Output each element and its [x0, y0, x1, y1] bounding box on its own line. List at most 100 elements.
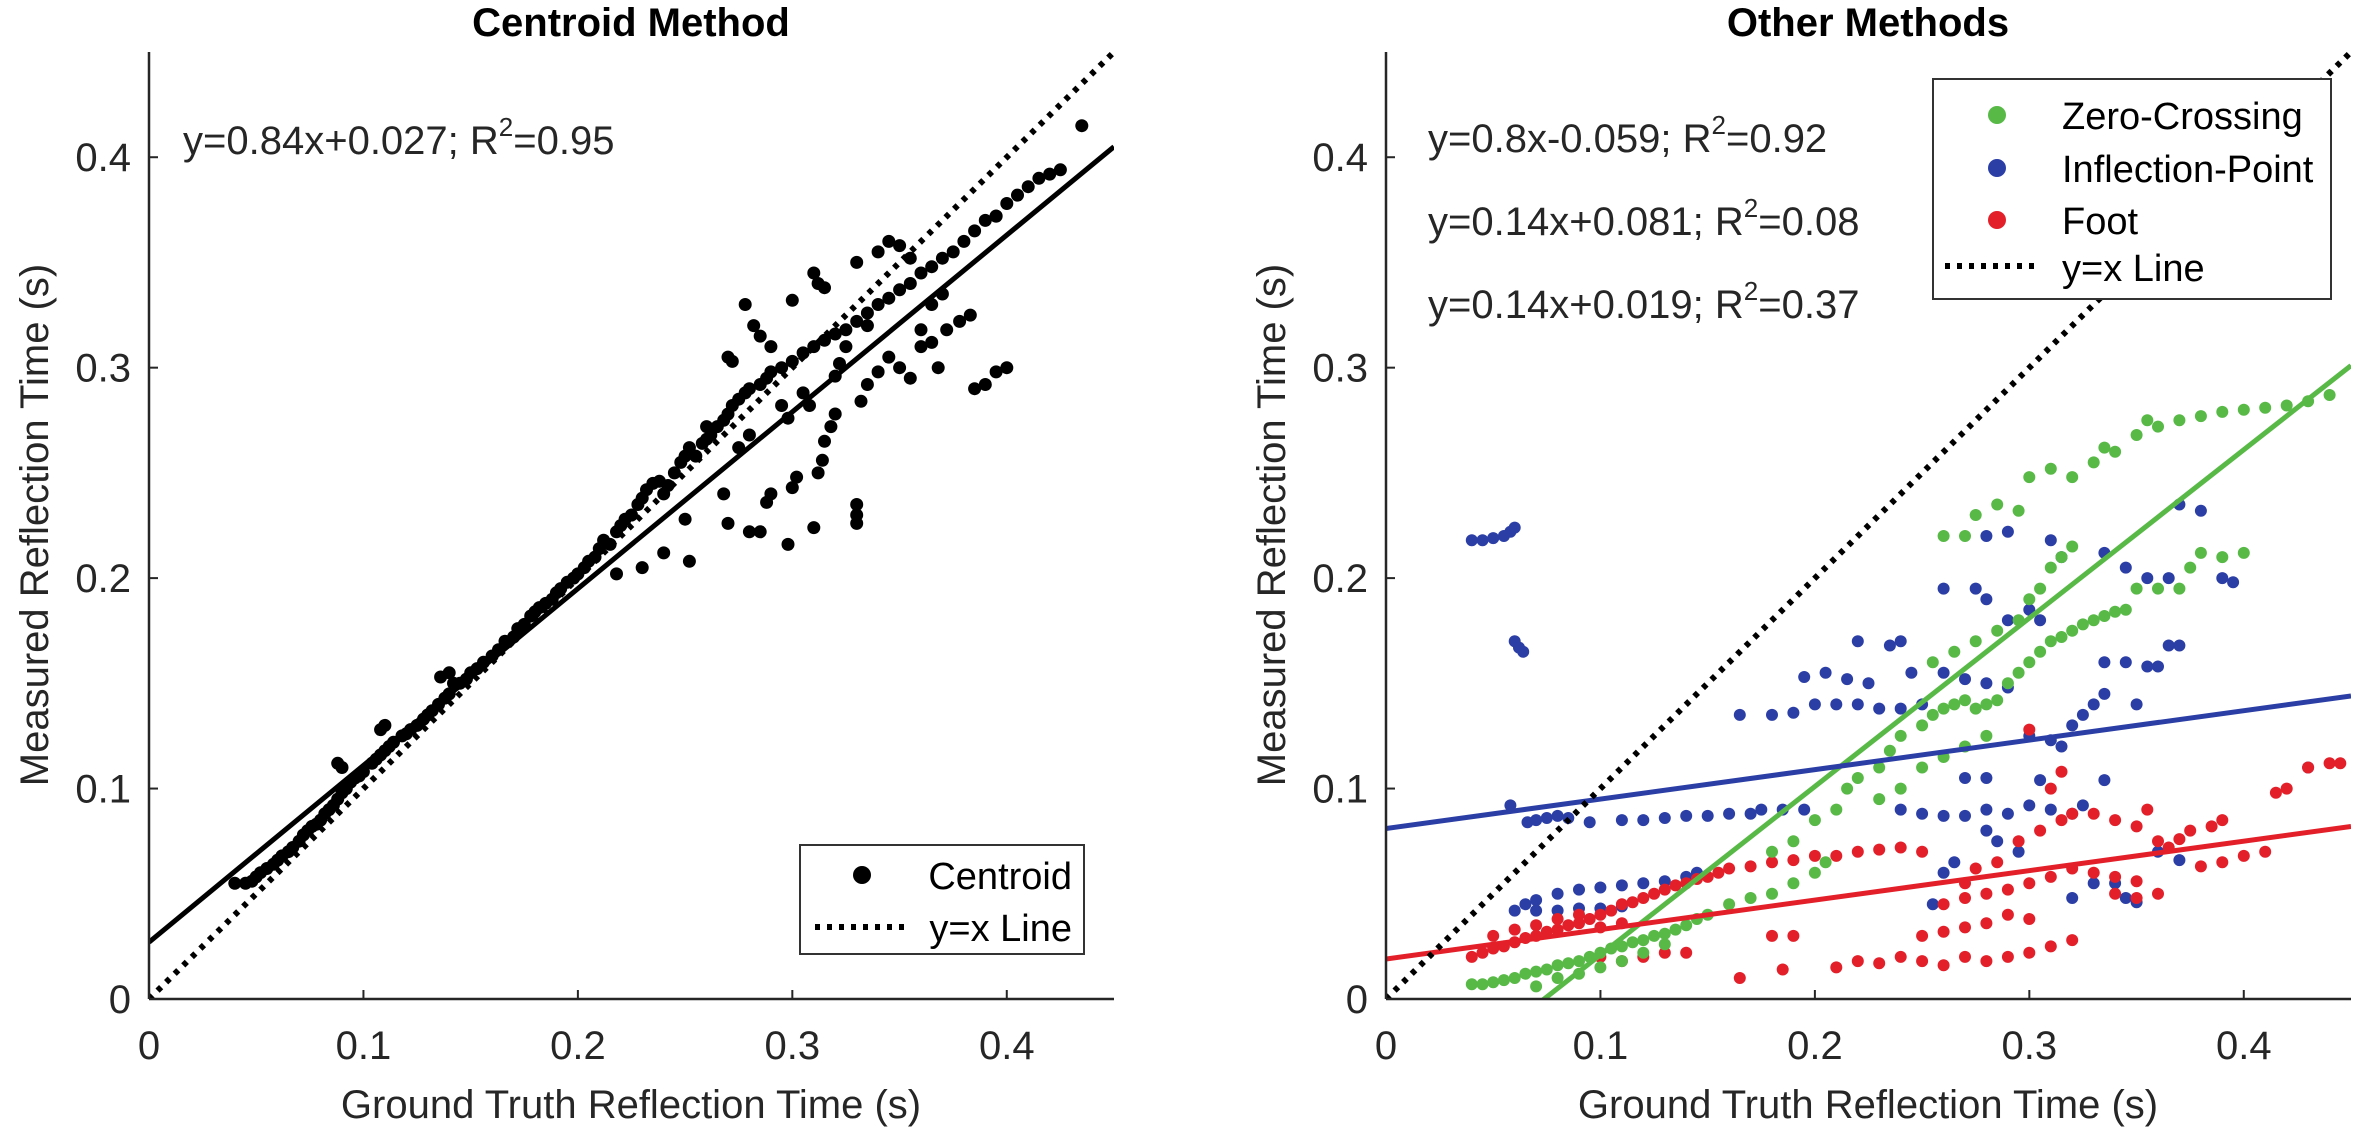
data-point — [2066, 471, 2079, 484]
data-point — [903, 371, 917, 385]
data-point — [1959, 673, 1971, 686]
data-point — [1583, 913, 1596, 925]
fit-equation-tail: =0.08 — [1758, 200, 1859, 244]
legend-label-yx-line: y=x Line — [929, 908, 1072, 950]
data-point — [1937, 582, 1950, 595]
data-point — [1980, 887, 1993, 900]
y-tick-label: 0 — [1346, 978, 1368, 1022]
data-point — [1980, 698, 1993, 711]
x-tick-label: 0.4 — [979, 1024, 1035, 1068]
data-point — [1476, 946, 1489, 959]
data-point — [1497, 974, 1510, 987]
x-tick-label: 0.2 — [550, 1024, 606, 1068]
data-point — [978, 378, 992, 391]
data-point — [2237, 546, 2250, 559]
data-point — [1476, 978, 1489, 991]
data-point — [2141, 414, 2154, 427]
data-point — [931, 361, 945, 375]
data-point — [850, 508, 864, 522]
data-point — [1615, 814, 1628, 827]
fit-line-foot-fit — [1386, 823, 2351, 962]
data-point — [1626, 936, 1639, 949]
data-point — [1841, 673, 1854, 686]
data-point — [1053, 163, 1067, 177]
data-point — [785, 481, 799, 495]
data-point — [1926, 708, 1939, 721]
data-point — [2216, 814, 2229, 827]
legend-label-foot: Foot — [2062, 201, 2138, 243]
y-tick-label: 0 — [109, 978, 131, 1022]
data-point — [2173, 582, 2186, 595]
data-point — [2130, 820, 2143, 833]
data-point — [625, 508, 638, 522]
data-point — [1637, 946, 1650, 959]
data-point — [1021, 180, 1035, 194]
data-point — [903, 277, 917, 290]
data-point — [1540, 963, 1553, 976]
fit-equation-text: y=0.84x+0.027; R — [183, 119, 499, 163]
data-point — [1980, 677, 1993, 690]
data-point — [2023, 946, 2036, 959]
data-point — [968, 224, 982, 238]
data-point — [1969, 862, 1982, 875]
data-point — [989, 365, 1003, 379]
data-point — [882, 291, 896, 305]
data-point — [957, 234, 971, 248]
data-point — [1594, 961, 1607, 974]
data-point — [1798, 671, 1811, 683]
data-point — [442, 666, 456, 680]
data-point — [2205, 820, 2218, 833]
data-point — [1894, 702, 1907, 715]
data-point — [2087, 456, 2100, 469]
fit-equation-text: y=0.14x+0.019; R — [1428, 283, 1744, 327]
data-point — [1980, 729, 1993, 742]
x-tick-label: 0 — [138, 1024, 160, 1068]
data-point — [1959, 530, 1971, 542]
data-point — [2119, 603, 2132, 616]
axes: 0 0.1 0.2 0.3 0.4 0 0.1 0.2 0.3 0.4 — [75, 52, 1114, 1068]
data-point — [2076, 799, 2089, 812]
data-point — [1000, 361, 1014, 375]
data-point — [1551, 913, 1564, 925]
data-point — [678, 512, 692, 526]
data-point — [1043, 167, 1057, 181]
data-point — [764, 340, 778, 354]
data-point — [2044, 782, 2057, 795]
data-point — [2034, 582, 2047, 595]
axes: 0 0.1 0.2 0.3 0.4 0 0.1 0.2 0.3 0.4 — [1312, 52, 2351, 1068]
data-point — [2001, 614, 2014, 627]
data-point — [2012, 666, 2025, 679]
x-axis-label: Ground Truth Reflection Time (s) — [1578, 1083, 2158, 1127]
data-point — [1937, 530, 1950, 542]
data-point — [2044, 940, 2057, 953]
y-tick-label: 0.1 — [1312, 768, 1368, 812]
data-point — [1562, 957, 1575, 970]
data-point — [1873, 843, 1886, 856]
data-point — [2066, 807, 2079, 820]
x-axis-label: Ground Truth Reflection Time (s) — [341, 1083, 921, 1127]
data-point — [2034, 824, 2047, 837]
data-point — [968, 382, 982, 396]
data-point — [1883, 639, 1896, 652]
data-point — [1701, 809, 1714, 822]
data-point — [1551, 809, 1564, 822]
data-point — [1530, 814, 1543, 827]
data-point — [1605, 904, 1618, 917]
data-point — [2323, 757, 2336, 770]
data-point — [2184, 561, 2197, 574]
legend-label-inflection-point: Inflection-Point — [2062, 149, 2314, 191]
data-point — [1830, 849, 1843, 862]
data-point — [742, 428, 756, 442]
data-point — [2001, 525, 2014, 538]
data-point — [2227, 576, 2240, 589]
data-point — [1637, 877, 1650, 890]
data-point — [1733, 708, 1746, 721]
data-point — [1551, 972, 1564, 984]
data-point — [893, 239, 907, 253]
data-point — [2109, 814, 2122, 827]
data-point — [781, 537, 795, 551]
data-point — [1830, 961, 1843, 974]
chart-title: Other Methods — [1727, 1, 2009, 45]
data-point — [1594, 908, 1607, 921]
y-tick-label: 0.4 — [75, 136, 131, 180]
